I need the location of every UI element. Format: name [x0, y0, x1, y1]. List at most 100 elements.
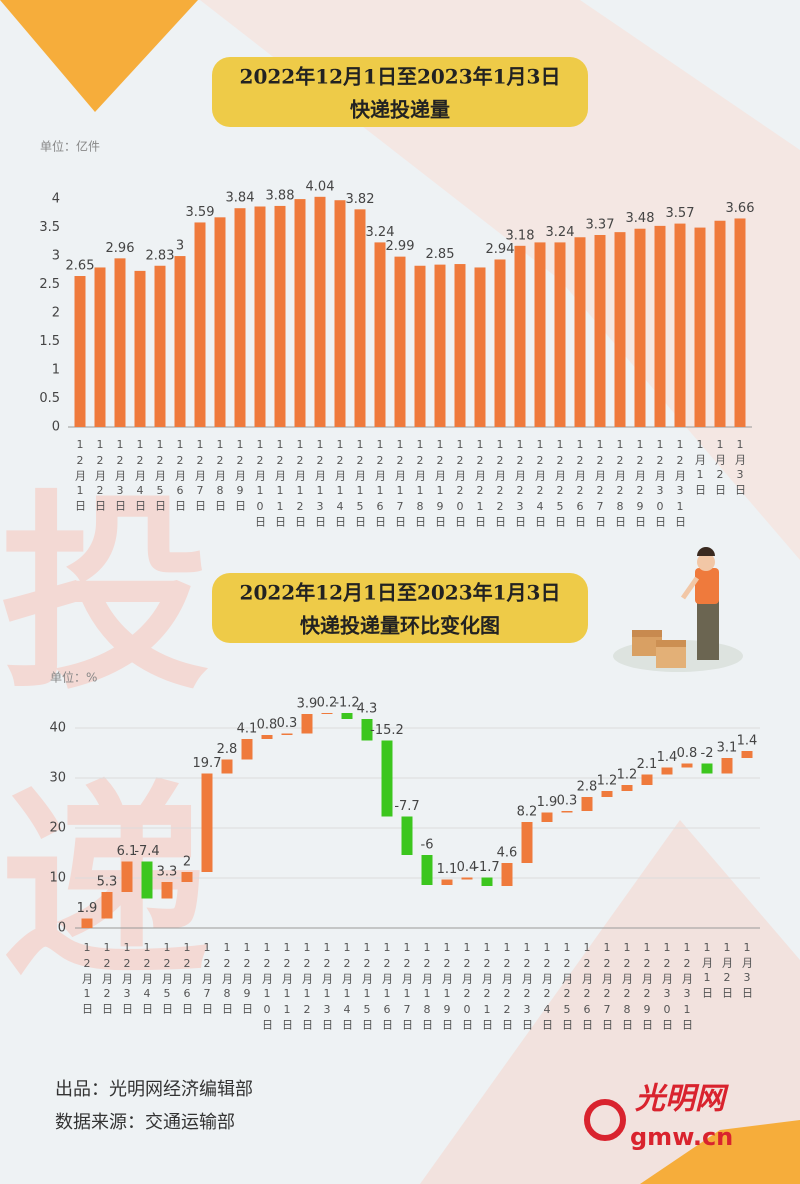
footer-producer: 出品：光明网经济编辑部 [55, 1079, 253, 1100]
y-tick-label: 1.5 [39, 334, 60, 349]
data-label: 3.82 [346, 192, 375, 207]
waterfall-bar [101, 892, 113, 919]
waterfall-bar [681, 763, 693, 768]
waterfall-bar [741, 751, 753, 758]
bar [414, 265, 426, 427]
data-label: -6 [421, 838, 434, 853]
data-label: 2.1 [637, 757, 658, 772]
waterfall-bar [701, 763, 713, 774]
x-tick-label: 12月17日 [401, 941, 414, 1033]
x-tick-label: 12月8日 [221, 941, 234, 1017]
waterfall-bar [121, 861, 133, 892]
x-tick-label: 12月16日 [374, 438, 387, 530]
footer-source: 数据来源：交通运输部 [55, 1112, 235, 1133]
x-tick-label: 12月5日 [154, 438, 167, 514]
waterfall-bar [421, 855, 433, 885]
bar [634, 228, 646, 427]
y-tick-label: 2.5 [39, 277, 60, 292]
chart-subtitle: 快递投递量环比变化图 [300, 614, 500, 638]
x-tick-label: 1月2日 [721, 941, 734, 1001]
bar [434, 264, 446, 427]
data-label: 1.9 [537, 795, 558, 810]
x-tick-label: 12月23日 [514, 438, 527, 530]
y-tick-label: 0 [58, 921, 66, 936]
x-tick-label: 12月27日 [594, 438, 607, 530]
y-tick-label: 40 [49, 721, 66, 736]
x-tick-label: 12月3日 [114, 438, 127, 514]
x-tick-label: 12月1日 [74, 438, 87, 514]
data-label: 3.88 [266, 188, 295, 203]
x-tick-label: 12月2日 [94, 438, 107, 514]
decor-triangle [640, 1120, 800, 1184]
x-tick-label: 12月10日 [254, 438, 267, 530]
data-label: 2 [183, 855, 191, 870]
decor-shape [200, 0, 800, 560]
x-tick-label: 12月30日 [654, 438, 667, 530]
waterfall-bar [561, 811, 573, 813]
data-label: 4.1 [237, 722, 258, 737]
x-tick-label: 12月14日 [341, 941, 354, 1033]
bar [174, 256, 186, 427]
waterfall-bar [401, 816, 413, 855]
bar [574, 237, 586, 427]
x-tick-label: 12月24日 [534, 438, 547, 530]
x-tick-label: 12月5日 [161, 941, 174, 1017]
data-label: 1.2 [617, 768, 638, 783]
x-tick-label: 1月2日 [714, 438, 727, 498]
x-tick-label: 12月6日 [181, 941, 194, 1017]
waterfall-bar [461, 877, 473, 880]
waterfall-bar [641, 774, 653, 785]
bar [734, 218, 746, 427]
bar [474, 267, 486, 427]
chart-title: 2022年12月1日至2023年1月3日 [240, 65, 561, 89]
data-label: 0.3 [277, 716, 298, 731]
x-tick-label: 12月20日 [454, 438, 467, 530]
data-label: 3.3 [157, 865, 178, 880]
data-label: -1.2 [334, 696, 359, 711]
data-label: 1.4 [737, 734, 758, 749]
bar [654, 225, 666, 427]
bar [694, 227, 706, 427]
waterfall-bar [181, 872, 193, 882]
data-label: 2.99 [386, 239, 415, 254]
waterfall-bar [221, 759, 233, 774]
logo-mark [584, 1099, 626, 1141]
bar [714, 220, 726, 427]
waterfall-bar [261, 735, 273, 739]
y-tick-label: 4 [52, 192, 60, 207]
x-tick-label: 12月4日 [134, 438, 147, 514]
waterfall-bar [81, 918, 93, 928]
waterfall-bar [341, 713, 353, 719]
waterfall-bar [241, 739, 253, 760]
data-label: 3.37 [586, 217, 615, 232]
data-label: 2.85 [426, 247, 455, 262]
x-tick-label: 12月16日 [381, 941, 394, 1033]
data-label: 1.4 [657, 750, 678, 765]
x-tick-label: 1月3日 [734, 438, 747, 498]
x-tick-label: 12月17日 [394, 438, 407, 530]
x-tick-label: 12月10日 [261, 941, 274, 1033]
title-box [212, 57, 588, 127]
waterfall-bar [601, 791, 613, 797]
decor-triangle [0, 0, 198, 112]
data-label: 3.84 [226, 191, 255, 206]
waterfall-bar [361, 719, 373, 741]
data-label: 1.9 [77, 901, 98, 916]
bar [454, 264, 466, 427]
waterfall-bar [661, 767, 673, 775]
x-tick-label: 1月3日 [741, 941, 754, 1001]
bar [334, 200, 346, 427]
data-label: 2.83 [146, 248, 175, 263]
data-label: 2.94 [486, 242, 515, 257]
x-tick-label: 12月1日 [81, 941, 94, 1017]
data-label: -7.7 [394, 799, 419, 814]
x-tick-label: 12月21日 [481, 941, 494, 1033]
x-tick-label: 12月13日 [321, 941, 334, 1033]
data-label: 3.48 [626, 211, 655, 226]
waterfall-bar [581, 797, 593, 811]
x-tick-label: 12月4日 [141, 941, 154, 1017]
waterfall-bar [381, 740, 393, 817]
data-label: 3.59 [186, 205, 215, 220]
bar [74, 276, 86, 427]
bar [534, 242, 546, 427]
